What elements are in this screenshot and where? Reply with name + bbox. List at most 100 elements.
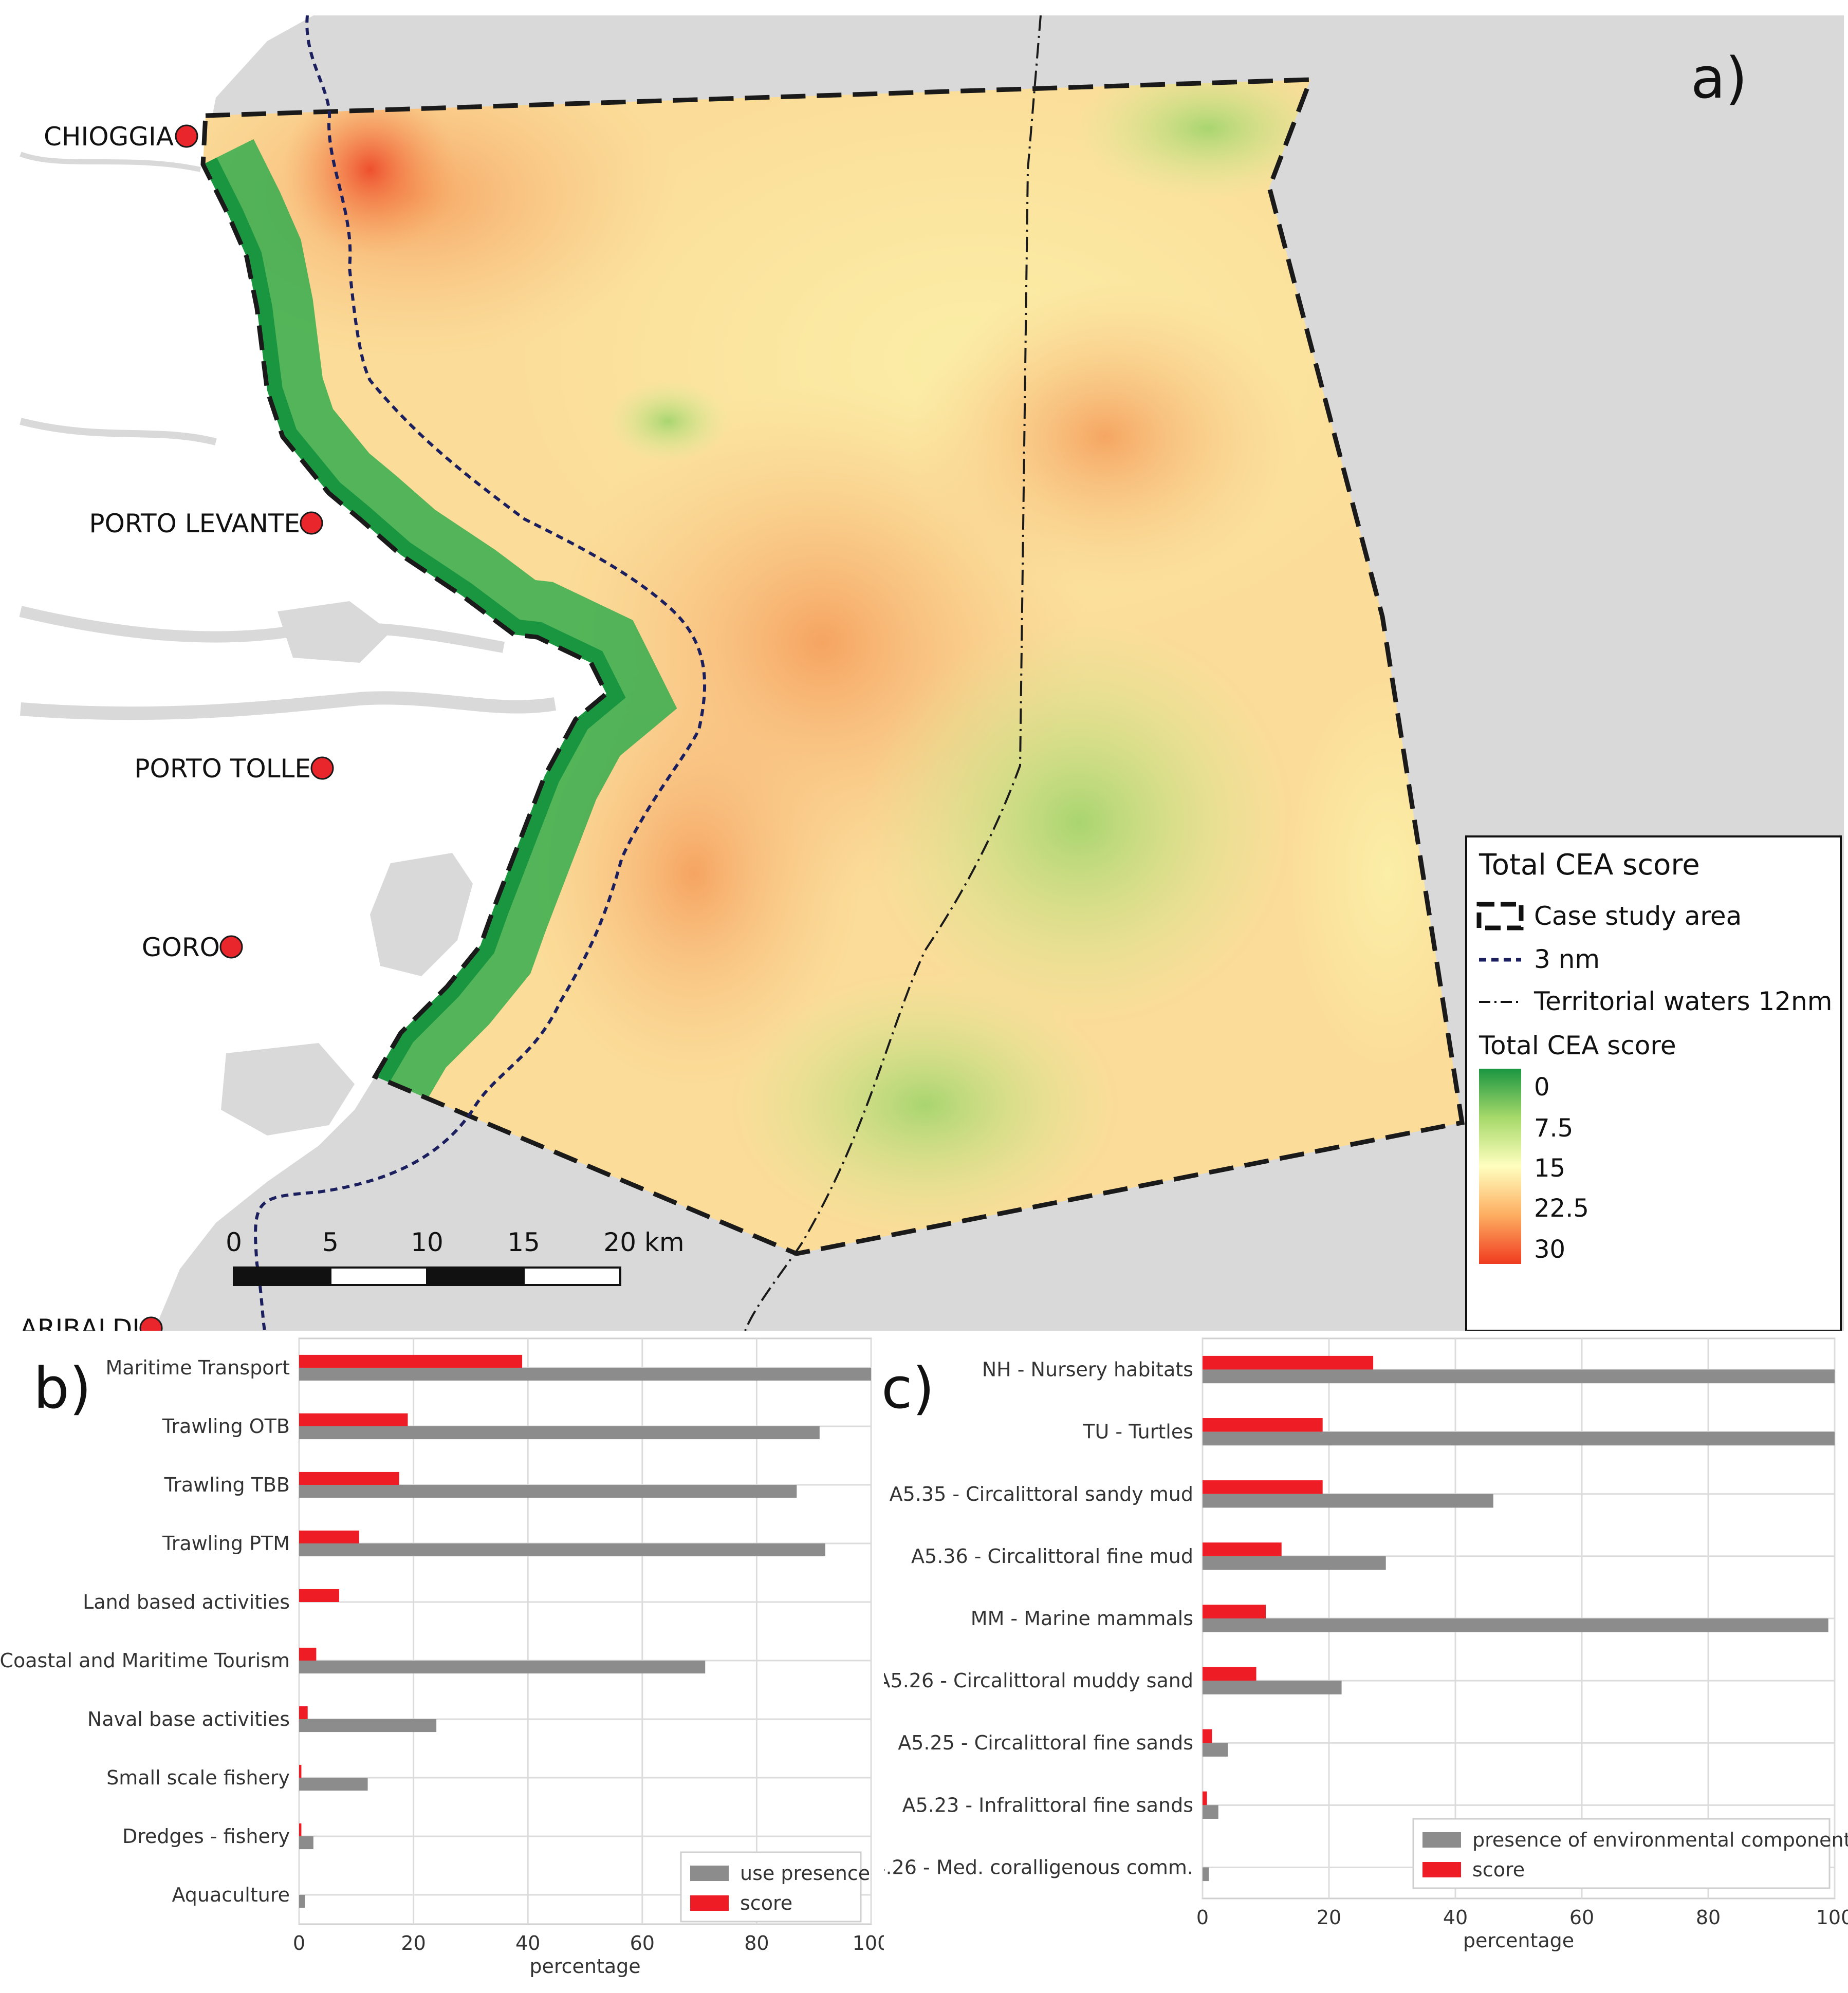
colorbar-tick: 0 [1534, 1073, 1550, 1102]
category-label: Dredges - fishery [122, 1825, 290, 1848]
bar-presence [299, 1426, 820, 1440]
x-tick-label: 20 [1317, 1906, 1341, 1929]
bar-presence [1203, 1743, 1228, 1757]
town-marker [139, 1316, 163, 1331]
panel-label: b) [33, 1355, 91, 1421]
scale-tick-label: 0 [226, 1227, 242, 1257]
legend-label: presence of environmental components [1472, 1829, 1848, 1851]
category-label: A5.26 - Circalittoral muddy sand [884, 1669, 1193, 1692]
legend-label: 3 nm [1534, 944, 1600, 974]
scale-segment [523, 1266, 621, 1286]
x-tick-label: 20 [401, 1932, 426, 1954]
category-label: A5.35 - Circalittoral sandy mud [890, 1483, 1193, 1505]
category-label: Aquaculture [172, 1884, 290, 1906]
bar-score [1203, 1667, 1256, 1681]
bar-presence [1203, 1805, 1218, 1819]
town-label: PORTO LEVANTE [89, 509, 300, 538]
bar-presence [1203, 1431, 1835, 1446]
town-label: ARIBALDI [20, 1314, 140, 1331]
bar-presence [299, 1778, 368, 1791]
category-label: Small scale fishery [106, 1766, 290, 1789]
legend-label: score [1472, 1858, 1525, 1881]
category-label: A5.23 - Infralittoral fine sands [902, 1794, 1193, 1816]
category-label: NH - Nursery habitats [982, 1358, 1193, 1381]
colorbar-tick: 30 [1534, 1235, 1565, 1264]
panel-label-a: a) [1691, 45, 1747, 111]
scale-segment [233, 1266, 331, 1286]
colorbar [1479, 1069, 1521, 1264]
x-axis-label: percentage [529, 1955, 640, 1978]
lagoon [370, 853, 473, 976]
colorbar-tick: 22.5 [1534, 1194, 1589, 1223]
town-label: CHIOGGIA [44, 122, 174, 152]
bar-presence [299, 1836, 313, 1850]
colorbar-tick: 7.5 [1534, 1114, 1573, 1143]
chart-legend: presence of environmental components scor… [1412, 1818, 1848, 1889]
bar-score [1203, 1729, 1212, 1743]
bar-score [299, 1706, 308, 1719]
land-area [21, 15, 606, 1331]
bar-score [1203, 1542, 1282, 1556]
category-label: Trawling PTM [162, 1532, 290, 1555]
bar-presence [299, 1661, 706, 1674]
territorial-waters-line [744, 15, 1042, 1331]
bar-score [299, 1823, 302, 1836]
bar-score [1203, 1418, 1323, 1432]
bar-score [1203, 1480, 1323, 1494]
bar-presence [299, 1368, 871, 1381]
town-marker [310, 756, 334, 780]
bar-presence [299, 1895, 305, 1908]
town-label: PORTO TOLLE [134, 754, 311, 784]
bar-score [1203, 1355, 1374, 1370]
town-garibaldi: ARIBALDI [20, 1314, 163, 1331]
legend-swatch-case-study [1476, 902, 1524, 930]
scale-tick-label: 15 [507, 1227, 540, 1257]
bar-score [299, 1354, 523, 1368]
category-label: A5.36 - Circalittoral fine mud [911, 1545, 1193, 1568]
bar-presence [1203, 1369, 1835, 1384]
x-tick-label: 100 [1816, 1906, 1848, 1929]
x-tick-label: 0 [1196, 1906, 1209, 1929]
town-porto-levante: PORTO LEVANTE [89, 509, 323, 538]
x-tick-label: 60 [1569, 1906, 1594, 1929]
category-label: Naval base activities [87, 1708, 290, 1730]
bar-presence [299, 1543, 825, 1557]
category-label: Maritime Transport [106, 1356, 290, 1379]
scale-bar: 0 5 10 15 20 km [226, 1227, 685, 1286]
town-marker [219, 935, 243, 959]
category-label: Trawling OTB [162, 1415, 290, 1438]
scale-tick-label: 20 km [603, 1227, 684, 1257]
colorbar-tick: 15 [1534, 1154, 1565, 1183]
scale-segment [329, 1266, 428, 1286]
bar-score [299, 1530, 359, 1543]
scale-segment [426, 1266, 525, 1286]
human-activities-chart: 0 20 40 60 80 100 percentage Maritime Transport… [0, 1337, 884, 1978]
legend-swatch [690, 1866, 729, 1881]
town-marker [175, 124, 198, 148]
bar-presence [1203, 1867, 1209, 1882]
bar-presence [299, 1485, 797, 1498]
colorbar-title: Total CEA score [1479, 1031, 1676, 1060]
bar-presence [299, 1719, 437, 1733]
panel-label: c) [884, 1355, 934, 1421]
legend-swatch [1422, 1832, 1461, 1848]
x-tick-label: 0 [293, 1932, 305, 1954]
legend-label: Case study area [1534, 901, 1742, 931]
bar-score [299, 1764, 302, 1778]
scale-tick-label: 10 [411, 1227, 443, 1257]
x-tick-label: 80 [1696, 1906, 1721, 1929]
rivers [19, 152, 557, 720]
category-label: A4.26 - Med. coralligenous comm. [884, 1856, 1193, 1878]
bar-score [1203, 1791, 1207, 1805]
legend-swatch [1422, 1862, 1461, 1877]
bar-score [299, 1589, 339, 1602]
x-tick-label: 40 [1443, 1906, 1468, 1929]
legend-label: use presence [740, 1862, 870, 1885]
x-tick-label: 40 [515, 1932, 540, 1954]
x-tick-label: 60 [630, 1932, 655, 1954]
category-label: Land based activities [83, 1591, 290, 1613]
category-label: TU - Turtles [1082, 1421, 1193, 1443]
scale-tick-label: 5 [322, 1227, 339, 1257]
bar-score [1203, 1605, 1266, 1618]
legend-label: Territorial waters 12nm [1533, 986, 1832, 1016]
